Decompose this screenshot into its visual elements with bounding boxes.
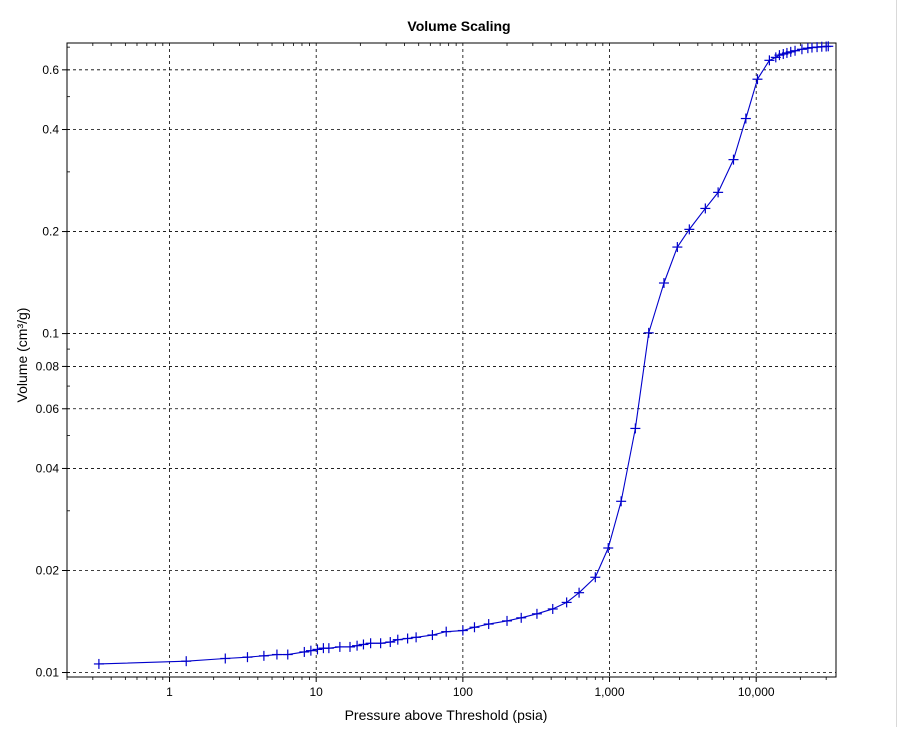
data-point [785,46,796,57]
data-point [392,634,403,645]
data-point [616,496,627,507]
data-point [181,656,192,667]
data-point [590,572,601,583]
data-point [220,653,231,664]
data-point [796,44,807,55]
grid-lines [67,43,836,677]
data-point [764,55,775,66]
data-point [469,622,480,633]
data-point [352,640,363,651]
data-point [790,45,801,56]
data-point [823,41,834,52]
data-point [457,625,468,636]
data-point [672,242,683,253]
data-point [312,644,323,655]
data-point [516,612,527,623]
chart-title: Volume Scaling [407,18,510,34]
data-point [323,643,334,654]
data-point [242,652,253,663]
y-tick-label: 0.1 [42,327,59,341]
y-tick-label: 0.4 [42,123,59,137]
data-point [502,615,513,626]
series-line [98,45,829,665]
data-point [305,645,316,656]
series-layer [93,41,834,669]
y-tick-label: 0.04 [36,461,60,475]
data-point [752,74,763,85]
data-point [411,632,422,643]
data-point [344,641,355,652]
y-tick-label: 0.2 [42,225,59,239]
x-axis-label: Pressure above Threshold (psia) [345,707,548,723]
data-point [385,637,396,648]
x-tick-label: 1 [166,685,173,699]
y-tick-label: 0.06 [36,402,60,416]
data-point [574,587,585,598]
y-tick-label: 0.6 [42,63,59,77]
data-point [93,658,104,669]
data-point [441,626,452,637]
data-point [802,43,813,54]
data-point [271,649,282,660]
axis-ticks [62,43,827,682]
data-point [603,543,614,554]
y-axis-label: Volume (cm³/g) [14,308,30,403]
data-point [630,423,641,434]
plot-area-frame [66,42,837,678]
data-point [728,154,739,165]
data-point [740,113,751,124]
data-point [643,327,654,338]
data-point [483,619,494,630]
data-point [358,639,369,650]
y-tick-label: 0.01 [36,666,60,680]
y-tick-labels: 0.01 0.02 0.04 0.06 0.08 0.1 0.2 0.4 0.6 [36,63,60,680]
data-point [700,203,711,214]
x-tick-label: 10,000 [738,685,775,699]
data-point [334,641,345,652]
y-tick-label: 0.08 [36,359,60,373]
x-tick-label: 100 [453,685,473,699]
data-point [547,603,558,614]
y-tick-label: 0.02 [36,563,60,577]
x-tick-labels: 1 10 100 1,000 10,000 [166,685,775,699]
data-point [375,638,386,649]
data-point [531,608,542,619]
data-point [258,650,269,661]
data-point [684,224,695,235]
data-point [365,638,376,649]
x-tick-label: 10 [310,685,324,699]
data-point [402,633,413,644]
x-tick-label: 1,000 [595,685,625,699]
panel-divider [896,0,897,727]
data-point [427,630,438,641]
data-point [561,597,572,608]
data-point [299,646,310,657]
data-point [713,187,724,198]
data-point [282,649,293,660]
data-point [658,278,669,289]
